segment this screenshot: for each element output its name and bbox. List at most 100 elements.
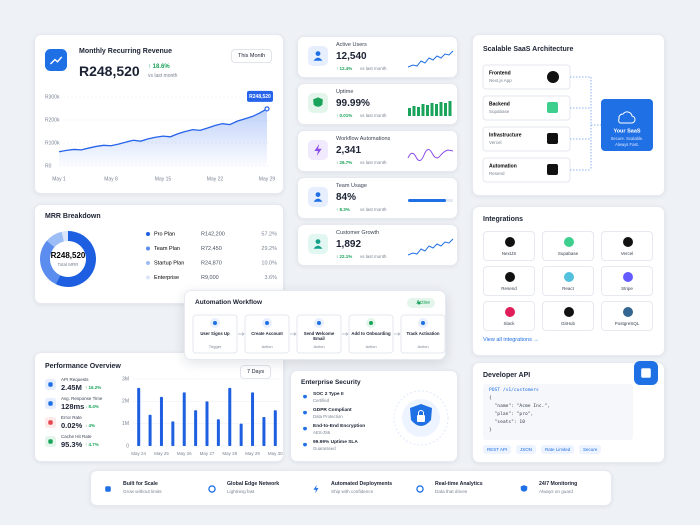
sparkline — [407, 50, 454, 68]
metric-change: ↑ 12.4% — [336, 66, 353, 71]
icon-glyph — [641, 368, 651, 378]
icon-glyph — [315, 51, 321, 56]
card-title: Enterprise Security — [301, 379, 361, 386]
spark-bar — [408, 108, 411, 116]
y-tick-label: 2M — [122, 399, 129, 405]
feature-label: Global Edge Network — [227, 481, 280, 487]
x-tick-label: May 29 — [245, 451, 260, 456]
metric-value: 2,341 — [336, 145, 362, 156]
graphic — [301, 393, 309, 401]
code-line: "name": "Acme Inc.", — [489, 404, 550, 409]
graphic — [408, 101, 452, 116]
card-title: Scalable SaaS Architecture — [483, 46, 574, 53]
integration-tile[interactable]: NextJS — [483, 231, 535, 261]
step-icon-dot — [317, 321, 321, 325]
perf-change: ↑ 16.2% — [85, 385, 102, 390]
graphic — [505, 272, 515, 282]
icon-glyph — [313, 57, 323, 61]
icon-glyph — [105, 486, 111, 492]
node-label: Frontend — [489, 70, 511, 76]
integration-tile[interactable]: Supabase — [542, 231, 594, 261]
integration-logo — [505, 272, 515, 282]
graphic — [407, 50, 454, 68]
node-icon — [547, 102, 558, 113]
bar — [148, 414, 152, 446]
integration-logo — [564, 272, 574, 282]
node-sub: Next.js App — [489, 78, 512, 83]
legend-dot — [146, 261, 150, 265]
perf-name: API Requests — [61, 377, 89, 382]
donut-segment — [46, 231, 64, 248]
step-kind: Action — [313, 344, 324, 349]
perf-name: Cache Hit Rate — [61, 434, 92, 439]
icon-glyph — [313, 484, 319, 494]
y-tick-label: R100k — [45, 140, 60, 146]
integration-tile[interactable]: GitHub — [542, 301, 594, 331]
spark-bar — [439, 102, 443, 116]
graphic — [623, 272, 633, 282]
integration-tile[interactable]: Resend — [483, 266, 535, 296]
spark-bar — [435, 104, 438, 116]
integration-tile[interactable]: PostgreSQL — [601, 301, 653, 331]
features-bar: Built for Scale Grow without limits Global… — [90, 470, 612, 506]
y-tick-label: R300k — [45, 94, 60, 100]
graphic — [45, 49, 67, 71]
integration-tile[interactable]: React — [542, 266, 594, 296]
bar — [205, 401, 209, 446]
icon-glyph — [303, 410, 307, 415]
line — [58, 108, 268, 153]
bar — [273, 410, 277, 446]
integration-tile[interactable]: Vercel — [601, 231, 653, 261]
metric-note: vs last month — [360, 113, 387, 118]
card-title: Developer API — [483, 372, 531, 379]
metric-change: ↑ 22.1% — [336, 254, 353, 259]
perf-name: Error Rate — [61, 415, 82, 420]
breakdown-card: MRR Breakdown Pro Plan R142,200 57.2% Team P… — [34, 204, 284, 304]
integration-tile[interactable]: Stripe — [601, 266, 653, 296]
integration-name: Resend — [501, 286, 517, 291]
perf-change: ↓ 4% — [85, 423, 96, 428]
integration-name: PostgreSQL — [614, 321, 640, 326]
step-label: Send Welcome Email — [303, 331, 335, 341]
progress-fill — [408, 199, 446, 202]
period-dropdown[interactable]: 7 Days — [240, 365, 272, 379]
graphic — [634, 361, 658, 385]
y-tick-label: R0 — [45, 163, 52, 169]
metric-note: vs last month — [360, 254, 387, 259]
graphic: Pro Plan R142,200 57.2% Team Plan R72,450 29.… — [39, 231, 277, 287]
step-box — [400, 314, 446, 354]
bar — [239, 423, 243, 446]
icon-glyph — [48, 401, 53, 406]
metric-card: Workflow Automations 2,341 ↑ 26.7% vs last … — [297, 130, 458, 172]
integration-logo — [505, 307, 515, 317]
icon-bg — [413, 482, 427, 496]
integration-name: GitHub — [560, 321, 575, 326]
metric-note: vs last month — [360, 160, 387, 165]
node-sub: Vercel — [489, 140, 502, 145]
core-label: Your SaaS — [613, 128, 640, 134]
legend-dot — [146, 232, 150, 236]
legend-amount: R24,870 — [201, 260, 222, 266]
metric-title: Workflow Automations — [336, 136, 391, 142]
integration-name: React — [562, 286, 574, 291]
graphic — [45, 417, 56, 428]
workflow-card: Automation Workflow Active Trigger Action Ac… — [184, 290, 446, 360]
x-tick-label: May 22 — [207, 176, 224, 182]
x-tick-label: May 1 — [52, 176, 66, 182]
bar — [194, 410, 198, 446]
integrations-link[interactable]: View all integrations → — [483, 337, 539, 343]
step-label: User Signs Up — [200, 331, 230, 336]
node-sub: Supabase — [489, 109, 510, 114]
integration-logo — [623, 272, 633, 282]
x-tick-label: May 26 — [177, 451, 192, 456]
security-sub: Certified — [313, 398, 330, 403]
integration-tile[interactable]: Slack — [483, 301, 535, 331]
node-label: Automation — [489, 163, 517, 169]
lock-shackle — [418, 410, 424, 415]
metric-value: 1,892 — [336, 239, 362, 250]
graphic — [308, 93, 328, 113]
graphic — [301, 409, 309, 417]
period-dropdown[interactable]: This Month — [231, 49, 273, 63]
metric-change: ↑ 26.7% — [336, 160, 353, 165]
sparkline — [407, 238, 454, 256]
